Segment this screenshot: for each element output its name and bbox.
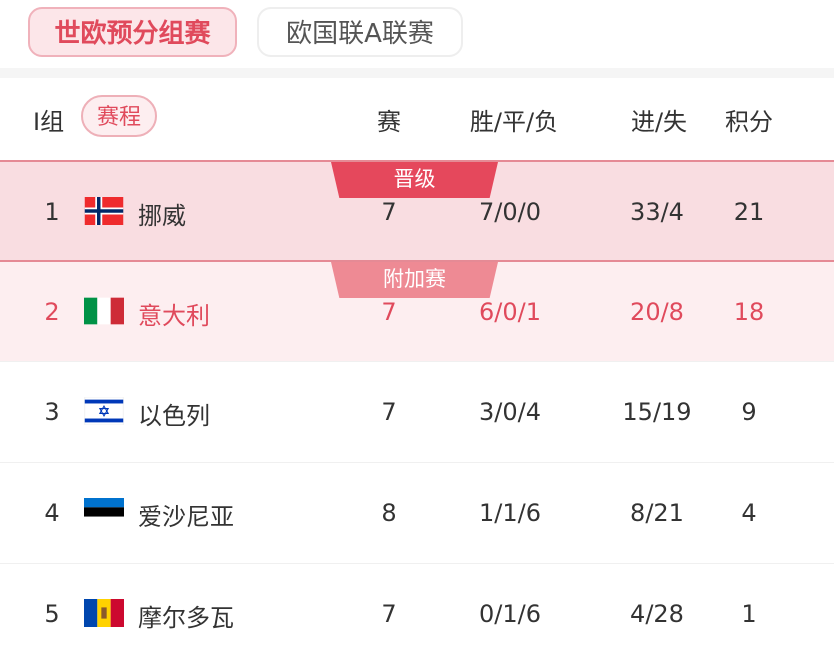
played: 7	[381, 600, 397, 628]
points: 1	[741, 600, 757, 628]
team-name[interactable]: 爱沙尼亚	[138, 503, 234, 531]
table-header: I组 赛程 赛 胜/平/负 进/失 积分	[0, 78, 834, 160]
table-row[interactable]: 晋级 1 挪威 7 7/0/0 33/4 21	[0, 160, 834, 262]
rank: 5	[44, 600, 60, 628]
wdl: 6/0/1	[479, 298, 541, 326]
wdl: 7/0/0	[479, 198, 541, 226]
rank: 2	[44, 298, 60, 326]
wdl: 0/1/6	[479, 600, 541, 628]
goals: 20/8	[630, 298, 684, 326]
played: 7	[381, 198, 397, 226]
group-label: I组	[33, 108, 65, 136]
israel-flag-icon	[84, 397, 124, 425]
table-row[interactable]: 3 以色列 7 3/0/4 15/19 9	[0, 362, 834, 463]
wdl: 1/1/6	[479, 499, 541, 527]
team-name[interactable]: 挪威	[138, 202, 186, 230]
played: 7	[381, 398, 397, 426]
team-name[interactable]: 意大利	[138, 302, 210, 330]
table-row[interactable]: 附加赛 2 意大利 7 6/0/1 20/8 18	[0, 262, 834, 362]
points: 21	[733, 198, 765, 226]
points: 18	[733, 298, 765, 326]
team-name[interactable]: 以色列	[138, 402, 210, 430]
goals: 4/28	[630, 600, 684, 628]
team-name[interactable]: 摩尔多瓦	[138, 604, 234, 632]
tab-world-cup-qualifiers[interactable]: 世欧预分组赛	[28, 7, 237, 57]
col-goals: 进/失	[630, 108, 688, 136]
col-wdl: 胜/平/负	[469, 108, 559, 136]
goals: 33/4	[630, 198, 684, 226]
divider	[0, 68, 834, 78]
italy-flag-icon	[84, 297, 124, 325]
played: 7	[381, 298, 397, 326]
table-row[interactable]: 5 摩尔多瓦 7 0/1/6 4/28 1	[0, 564, 834, 665]
points: 9	[741, 398, 757, 426]
played: 8	[381, 499, 397, 527]
points: 4	[741, 499, 757, 527]
rank: 1	[44, 198, 60, 226]
moldova-flag-icon	[84, 599, 124, 627]
qualify-badge: 晋级	[331, 162, 498, 198]
col-points: 积分	[725, 108, 773, 136]
playoff-badge: 附加赛	[331, 262, 498, 298]
estonia-flag-icon	[84, 498, 124, 526]
tab-nations-league-a[interactable]: 欧国联A联赛	[257, 7, 463, 57]
col-played: 赛	[377, 108, 401, 136]
schedule-button[interactable]: 赛程	[81, 95, 157, 137]
rank: 4	[44, 499, 60, 527]
competition-tabs: 世欧预分组赛 欧国联A联赛	[0, 0, 834, 68]
wdl: 3/0/4	[479, 398, 541, 426]
goals: 8/21	[630, 499, 684, 527]
norway-flag-icon	[84, 197, 124, 225]
goals: 15/19	[622, 398, 692, 426]
table-row[interactable]: 4 爱沙尼亚 8 1/1/6 8/21 4	[0, 463, 834, 564]
rank: 3	[44, 398, 60, 426]
